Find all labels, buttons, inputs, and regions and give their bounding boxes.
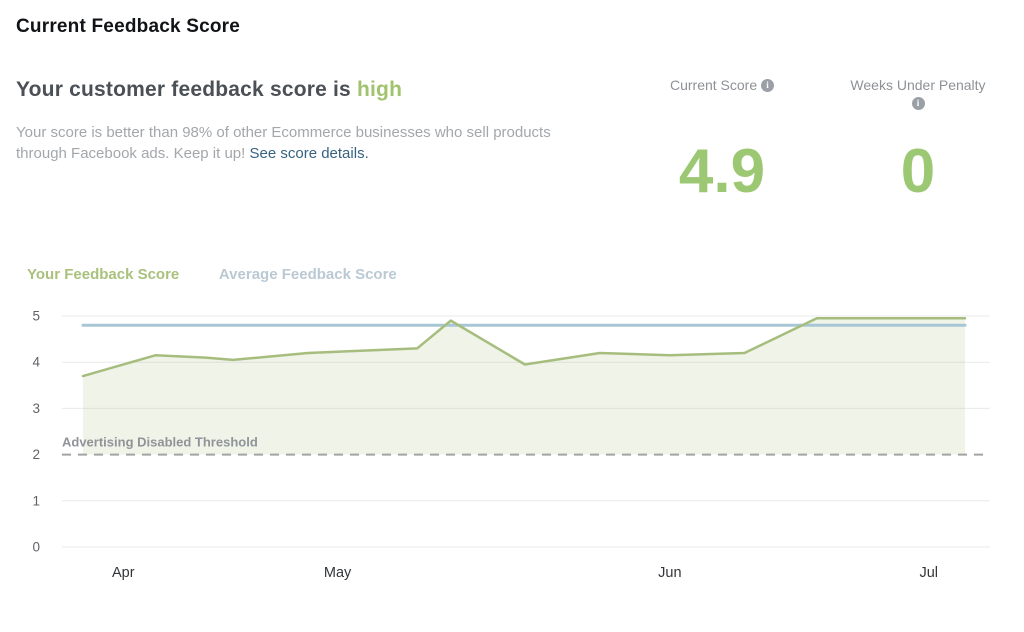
y-tick-label: 5 bbox=[32, 309, 40, 324]
threshold-label: Advertising Disabled Threshold bbox=[62, 435, 258, 450]
tab-average-feedback-score[interactable]: Average Feedback Score bbox=[218, 266, 397, 283]
score-description: Your score is better than 98% of other E… bbox=[16, 122, 616, 164]
x-tick-label: May bbox=[324, 565, 352, 581]
page-title: Current Feedback Score bbox=[16, 16, 241, 37]
chart-legend: Your Feedback Score Average Feedback Sco… bbox=[27, 266, 433, 283]
your-feedback-score-area-fill bbox=[83, 318, 965, 455]
weeks-under-penalty-value: 0 bbox=[900, 137, 936, 206]
y-tick-label: 4 bbox=[32, 355, 40, 370]
headline-status: high bbox=[357, 78, 403, 101]
y-tick-label: 1 bbox=[32, 493, 40, 508]
info-icon[interactable]: i bbox=[911, 97, 925, 110]
score-description-line1: Your score is better than 98% of other E… bbox=[16, 124, 551, 141]
score-description-line2: through Facebook ads. Keep it up! bbox=[16, 145, 246, 162]
current-score-value: 4.9 bbox=[678, 137, 766, 206]
your-feedback-score-line bbox=[81, 317, 967, 378]
tab-your-feedback-score[interactable]: Your Feedback Score bbox=[27, 266, 180, 283]
x-tick-label: Apr bbox=[112, 565, 135, 581]
headline-text: Your customer feedback score is bbox=[16, 78, 351, 101]
current-score-label: Current Score bbox=[669, 77, 758, 93]
headline: Your customer feedback score is high bbox=[16, 78, 402, 102]
see-score-details-link[interactable]: See score details. bbox=[249, 145, 369, 162]
current-score-stat: Current Score i 4.9 bbox=[632, 76, 812, 206]
weeks-under-penalty-label: Weeks Under Penalty bbox=[850, 77, 986, 93]
x-tick-label: Jul bbox=[919, 565, 938, 581]
y-tick-label: 3 bbox=[32, 401, 40, 416]
weeks-under-penalty-label-area: Weeks Under Penalty i bbox=[828, 76, 1008, 122]
x-tick-label: Jun bbox=[658, 565, 681, 581]
weeks-under-penalty-stat: Weeks Under Penalty i 0 bbox=[828, 76, 1008, 206]
y-tick-label: 2 bbox=[32, 447, 40, 462]
y-tick-label: 0 bbox=[32, 540, 40, 555]
feedback-score-chart: Advertising Disabled Threshold 0 1 2 3 4 5 Apr M… bbox=[32, 309, 990, 581]
info-icon[interactable]: i bbox=[761, 79, 775, 92]
current-score-label-area: Current Score i bbox=[632, 76, 812, 122]
